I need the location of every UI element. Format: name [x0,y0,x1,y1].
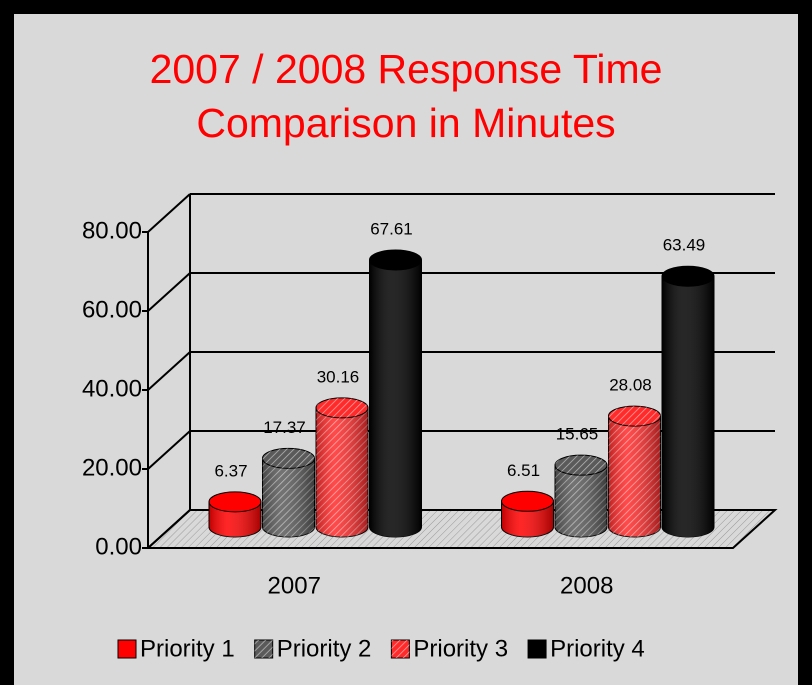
data-label: 6.51 [507,461,540,480]
bar [661,265,715,538]
bar-top [369,249,422,271]
data-label: 28.08 [609,376,652,395]
y-tick-label: 0.00 [95,533,142,560]
legend-label: Priority 1 [140,635,235,662]
bar [315,397,369,538]
bar-shade [262,458,315,537]
x-tick-label: 2007 [268,572,321,599]
y-tick-label: 60.00 [82,296,142,323]
bar-top [661,265,715,287]
side-grid-line [147,351,191,391]
legend-swatch-hatch [391,640,410,658]
bar-shade [662,276,714,537]
bar-shade [608,416,661,537]
bar-shade [316,407,368,537]
bar-shade [555,465,607,537]
bar [208,491,262,538]
bar [501,490,554,538]
bar [262,447,315,538]
bar-top-hatch [316,397,368,418]
bar-top-hatch [262,448,315,469]
bar-top-hatch [608,406,661,427]
chart-title: 2007 / 2008 Response Time Comparison in … [149,46,663,146]
legend-swatch [117,639,137,659]
data-label: 6.37 [214,461,247,480]
legend-swatch [527,639,547,659]
side-grid-line [147,509,191,549]
legend-label: Priority 2 [277,635,372,662]
bar [554,454,608,538]
data-label: 15.65 [556,425,599,444]
data-label: 67.61 [370,219,413,238]
y-tick-label: 20.00 [82,454,142,481]
side-grid-line [147,193,191,233]
data-label: 63.49 [663,236,706,255]
y-tick-label: 40.00 [82,375,142,402]
bar-top [208,491,262,513]
legend-label: Priority 4 [550,635,645,662]
legend-label: Priority 3 [413,635,508,662]
legend-swatch-hatch [254,640,273,658]
data-label: 17.37 [263,418,306,437]
data-label: 30.16 [317,367,360,386]
side-grid-line [147,430,191,470]
bar-shade [369,259,422,537]
side-grid-line [147,272,191,312]
bar-top-hatch [555,455,607,476]
x-tick-label: 2008 [560,572,613,599]
y-tick-label: 80.00 [82,217,142,244]
bar [369,249,422,538]
bar [608,405,661,538]
bar-top [501,490,554,512]
